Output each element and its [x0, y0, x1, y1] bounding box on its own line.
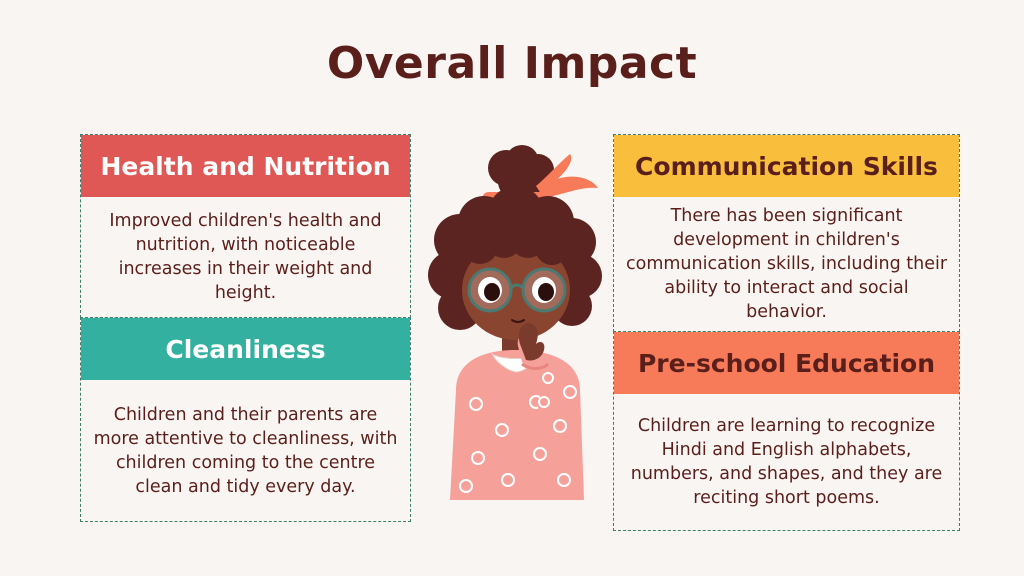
dress-pattern: [459, 385, 577, 493]
preschool-education-heading: Pre-school Education: [614, 332, 959, 394]
cleanliness-card: Cleanliness Children and their parents a…: [80, 317, 411, 522]
face: [462, 240, 570, 340]
cleanliness-heading: Cleanliness: [81, 318, 410, 380]
cleanliness-text: Children and their parents are more atte…: [93, 404, 398, 497]
preschool-education-text: Children are learning to recognize Hindi…: [630, 416, 943, 508]
dress: [450, 350, 584, 500]
health-nutrition-heading: Health and Nutrition: [81, 135, 410, 197]
hand: [518, 323, 545, 361]
communication-skills-card: Communication Skills There has been sign…: [613, 134, 960, 332]
page-title: Overall Impact: [326, 38, 698, 89]
eyes: [478, 277, 556, 303]
preschool-education-card: Pre-school Education Children are learni…: [613, 331, 960, 531]
health-nutrition-card: Health and Nutrition Improved children's…: [80, 134, 411, 318]
thinking-girl-illustration: [428, 145, 602, 500]
health-nutrition-text: Improved children's health and nutrition…: [109, 211, 382, 303]
communication-skills-text: There has been significant development i…: [626, 206, 948, 322]
communication-skills-heading: Communication Skills: [614, 135, 959, 197]
